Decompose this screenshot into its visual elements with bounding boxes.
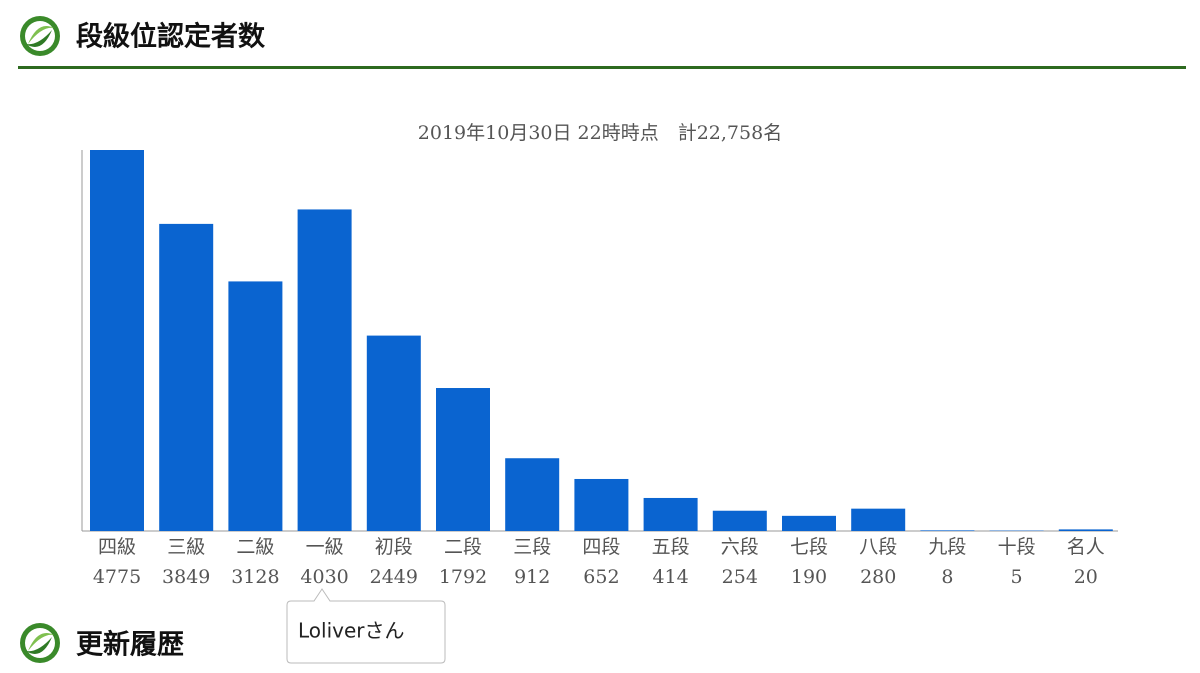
bar bbox=[574, 479, 628, 531]
x-tick-label: 二段 bbox=[444, 536, 482, 558]
section-title: 段級位認定者数 bbox=[76, 21, 266, 53]
bar bbox=[1059, 529, 1113, 531]
value-label: 190 bbox=[791, 566, 827, 588]
x-tick-label: 十段 bbox=[998, 536, 1036, 558]
x-tick-label: 四段 bbox=[582, 536, 620, 558]
bar bbox=[851, 509, 905, 531]
value-label: 8 bbox=[941, 566, 953, 588]
chart-title: 2019年10月30日 22時時点 計22,758名 bbox=[418, 122, 782, 144]
x-tick-label: 八段 bbox=[859, 536, 897, 558]
x-tick-label: 九段 bbox=[928, 536, 966, 558]
x-tick-label: 四級 bbox=[98, 536, 136, 558]
bar bbox=[159, 224, 213, 531]
bar bbox=[90, 150, 144, 531]
section-icon bbox=[20, 623, 60, 663]
header-rule bbox=[18, 66, 1186, 69]
value-label: 2449 bbox=[370, 566, 418, 588]
x-tick-label: 七段 bbox=[790, 536, 828, 558]
x-tick-label: 三段 bbox=[513, 536, 551, 558]
value-label: 4775 bbox=[93, 566, 141, 588]
x-tick-label: 三級 bbox=[167, 536, 205, 558]
x-tick-label: 初段 bbox=[375, 536, 413, 558]
value-label: 4030 bbox=[300, 566, 348, 588]
value-label: 652 bbox=[583, 566, 619, 588]
value-label: 414 bbox=[652, 566, 688, 588]
tooltip: Loliverさん bbox=[287, 589, 445, 663]
value-label: 280 bbox=[860, 566, 896, 588]
bar bbox=[782, 516, 836, 531]
header-icon bbox=[20, 16, 60, 56]
x-tick-label: 一級 bbox=[306, 536, 344, 558]
bar bbox=[228, 281, 282, 531]
x-tick-label: 名人 bbox=[1067, 536, 1105, 558]
value-label: 20 bbox=[1074, 566, 1098, 588]
value-label: 3849 bbox=[162, 566, 210, 588]
tooltip-text: Loliverさん bbox=[298, 619, 405, 643]
bar bbox=[436, 388, 490, 531]
x-tick-label: 五段 bbox=[652, 536, 690, 558]
bar bbox=[644, 498, 698, 531]
bar bbox=[298, 209, 352, 531]
x-tick-label: 六段 bbox=[721, 536, 759, 558]
section-title: 更新履歴 bbox=[76, 629, 184, 661]
value-label: 3128 bbox=[231, 566, 279, 588]
value-label: 254 bbox=[722, 566, 758, 588]
bar bbox=[367, 336, 421, 531]
bar bbox=[505, 458, 559, 531]
bar bbox=[920, 530, 974, 531]
value-label: 912 bbox=[514, 566, 550, 588]
value-label: 1792 bbox=[439, 566, 487, 588]
bar bbox=[713, 511, 767, 531]
x-tick-label: 二級 bbox=[236, 536, 274, 558]
bars: 四級 4775 三級 3849 二級 3128 一級 4030 初段 2449 二段 1792 三段 91… bbox=[90, 150, 1113, 588]
value-label: 5 bbox=[1011, 566, 1023, 588]
